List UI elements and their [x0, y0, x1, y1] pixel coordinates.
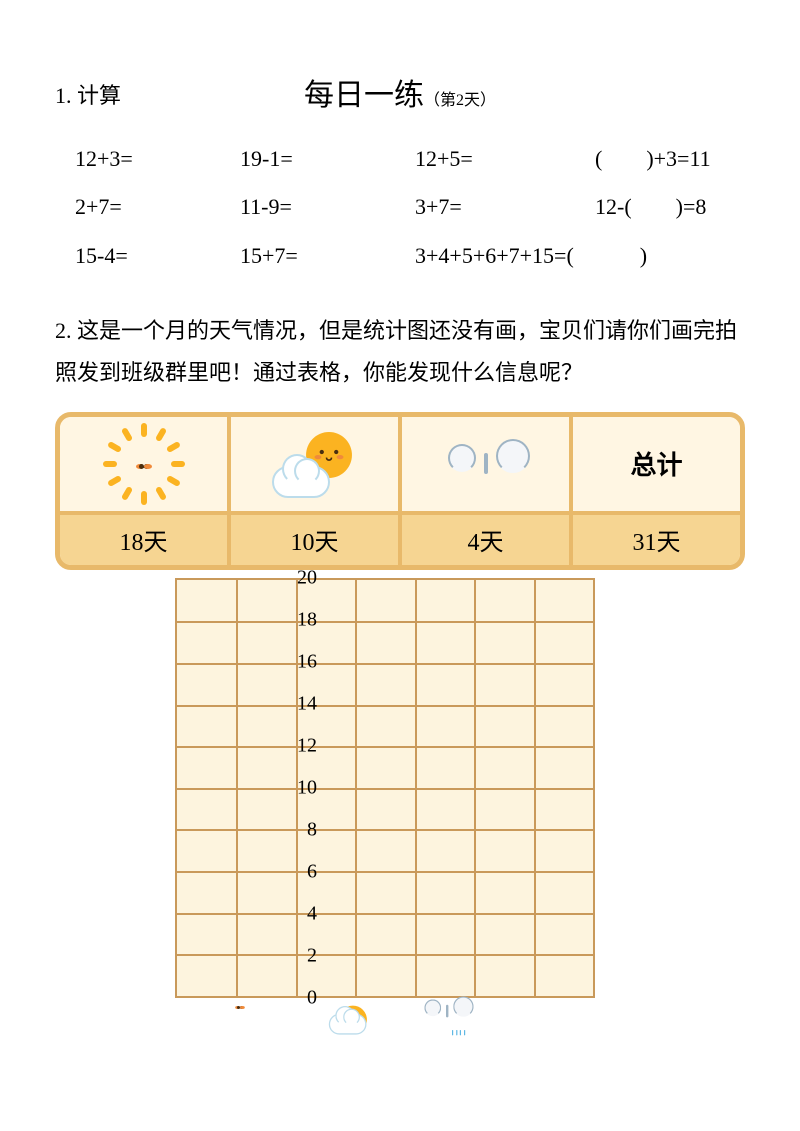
chart-x-icons	[240, 1006, 745, 1046]
body-cell: 10天	[231, 515, 402, 565]
header-cell-sunny	[60, 417, 231, 511]
chart-container: 20181614121086420	[175, 578, 745, 1046]
sun-cloud-icon	[280, 434, 350, 494]
calculation-grid: 12+3= 19-1= 12+5= ( )+3=11 2+7= 11-9= 3+…	[75, 135, 745, 280]
y-tick-label: 6	[267, 860, 317, 883]
y-tick-label: 16	[267, 650, 317, 673]
y-tick-label: 14	[267, 692, 317, 715]
rain-icon	[484, 455, 488, 473]
calc-cell: 2+7=	[75, 183, 240, 231]
calc-cell: 15+7=	[240, 232, 415, 280]
y-tick-label: 10	[267, 776, 317, 799]
subtitle-text: （第2天）	[424, 92, 496, 109]
grid-chart	[175, 578, 595, 998]
calc-cell: 12-( )=8	[595, 183, 745, 231]
header-cell-rainy	[402, 417, 573, 511]
header-cell-partly-cloudy	[231, 417, 402, 511]
weather-table: 总计 18天 10天 4天 31天	[55, 412, 745, 570]
rain-icon	[446, 1006, 471, 1030]
question-1-label: 1. 计算	[55, 78, 121, 110]
question-2-label: 2. 这是一个月的天气情况，但是统计图还没有画，宝贝们请你们画完拍照发到班级群里…	[55, 310, 745, 394]
header-cell-total: 总计	[573, 417, 740, 511]
body-cell: 4天	[402, 515, 573, 565]
calc-row: 2+7= 11-9= 3+7= 12-( )=8	[75, 183, 745, 231]
y-tick-label: 0	[267, 986, 317, 1009]
calc-cell: 12+5=	[415, 135, 595, 183]
calc-row: 12+3= 19-1= 12+5= ( )+3=11	[75, 135, 745, 183]
sun-icon	[240, 1006, 259, 1030]
y-tick-label: 4	[267, 902, 317, 925]
calc-cell: 3+4+5+6+7+15=( )	[415, 232, 647, 280]
calc-cell: ( )+3=11	[595, 135, 745, 183]
total-label: 总计	[630, 445, 682, 482]
y-tick-label: 8	[267, 818, 317, 841]
y-tick-label: 20	[267, 566, 317, 589]
calc-cell: 19-1=	[240, 135, 415, 183]
sun-cloud-icon	[334, 1006, 367, 1032]
weather-table-header: 总计	[60, 417, 740, 511]
body-cell: 18天	[60, 515, 231, 565]
weather-table-body: 18天 10天 4天 31天	[60, 511, 740, 565]
y-tick-label: 12	[267, 734, 317, 757]
calc-row: 15-4= 15+7= 3+4+5+6+7+15=( )	[75, 232, 745, 280]
title-text: 每日一练	[304, 79, 424, 112]
page-title: 每日一练（第2天）	[55, 70, 745, 114]
calc-cell: 15-4=	[75, 232, 240, 280]
calc-cell: 12+3=	[75, 135, 240, 183]
calc-cell: 3+7=	[415, 183, 595, 231]
y-tick-label: 18	[267, 608, 317, 631]
body-cell: 31天	[573, 515, 740, 565]
y-tick-label: 2	[267, 944, 317, 967]
calc-cell: 11-9=	[240, 183, 415, 231]
